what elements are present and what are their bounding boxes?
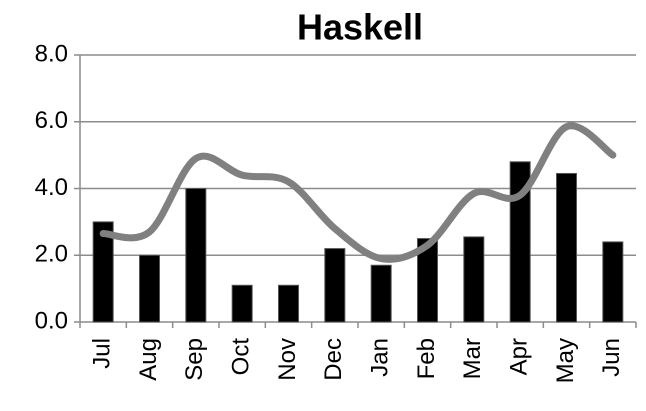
x-tick-label: Feb [413, 338, 440, 379]
x-tick-label: Jun [598, 338, 625, 377]
bar [417, 238, 438, 323]
bar [509, 161, 531, 323]
y-tick-label: 2.0 [35, 241, 68, 268]
y-tick-label: 8.0 [35, 40, 68, 67]
bar [324, 248, 346, 323]
bar [463, 236, 485, 323]
chart-title: Haskell [297, 7, 423, 48]
bar [92, 221, 114, 323]
x-tick-label: Aug [135, 338, 162, 381]
y-tick-label: 6.0 [35, 107, 68, 134]
x-tick-label: Oct [228, 338, 255, 376]
bar [231, 284, 253, 323]
y-tick-label: 0.0 [35, 307, 68, 334]
x-tick-label: Dec [320, 338, 347, 381]
x-tick-label: Sep [181, 338, 208, 381]
bar [556, 172, 577, 323]
bar [139, 254, 160, 323]
line [99, 122, 617, 263]
bar [278, 284, 299, 323]
bar [602, 241, 624, 323]
bar [185, 188, 207, 323]
x-tick-label: Mar [459, 338, 486, 379]
bar [370, 264, 392, 323]
x-tick-label: Jan [367, 338, 394, 377]
x-tick-label: Jul [89, 338, 116, 369]
y-tick-label: 4.0 [35, 174, 68, 201]
x-tick-label: May [552, 338, 579, 383]
x-tick-label: Nov [274, 338, 301, 381]
x-tick-label: Apr [506, 338, 533, 375]
